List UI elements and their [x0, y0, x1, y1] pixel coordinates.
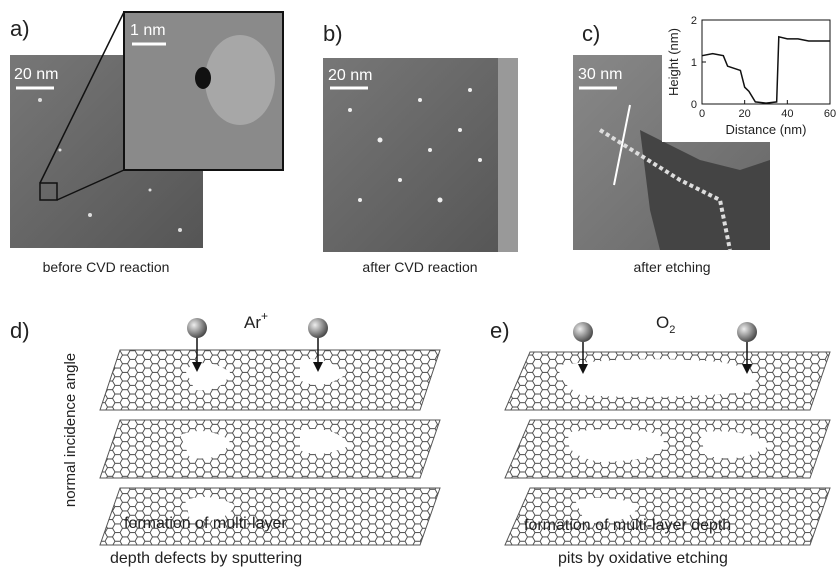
gas: O	[656, 313, 669, 332]
y-tick-label: 2	[691, 15, 697, 27]
scale-label: 30 nm	[578, 66, 622, 83]
panel-label: e)	[490, 318, 510, 343]
ion-label: Ar+	[244, 309, 268, 332]
gas-subscript: 2	[669, 324, 675, 336]
axis-note: normal incidence angle	[62, 353, 79, 507]
panel-label: a)	[10, 16, 30, 41]
caption: after etching	[633, 259, 710, 275]
panel-label: c)	[582, 21, 600, 46]
x-axis-label: Distance (nm)	[726, 122, 807, 137]
step-edge	[498, 58, 518, 252]
scale-label: 1 nm	[130, 22, 166, 39]
x-tick-label: 20	[739, 108, 751, 120]
charge: +	[261, 309, 268, 323]
ion: Ar	[244, 313, 261, 332]
x-tick-label: 60	[824, 108, 836, 120]
caption: formation of multi-layer depth	[524, 517, 731, 534]
gas-label: O2	[656, 313, 675, 336]
figure: a) 20 nm 1 nm before CVD reaction b) 20 …	[0, 0, 838, 572]
scale-label: 20 nm	[14, 66, 58, 83]
x-tick-label: 40	[781, 108, 793, 120]
y-tick-label: 1	[691, 57, 697, 69]
y-tick-label: 0	[691, 99, 697, 111]
bright-region	[205, 35, 275, 125]
scale-label: 20 nm	[328, 67, 372, 84]
caption: pits by oxidative etching	[558, 550, 728, 567]
caption: depth defects by sputtering	[110, 550, 302, 567]
y-axis-label: Height (nm)	[666, 28, 681, 96]
panel-label: d)	[10, 318, 30, 343]
caption: after CVD reaction	[362, 259, 477, 275]
x-tick-label: 0	[699, 108, 705, 120]
panel-label: b)	[323, 21, 343, 46]
defect	[195, 67, 211, 89]
caption: formation of multi-layer	[124, 515, 287, 532]
caption: before CVD reaction	[43, 259, 170, 275]
